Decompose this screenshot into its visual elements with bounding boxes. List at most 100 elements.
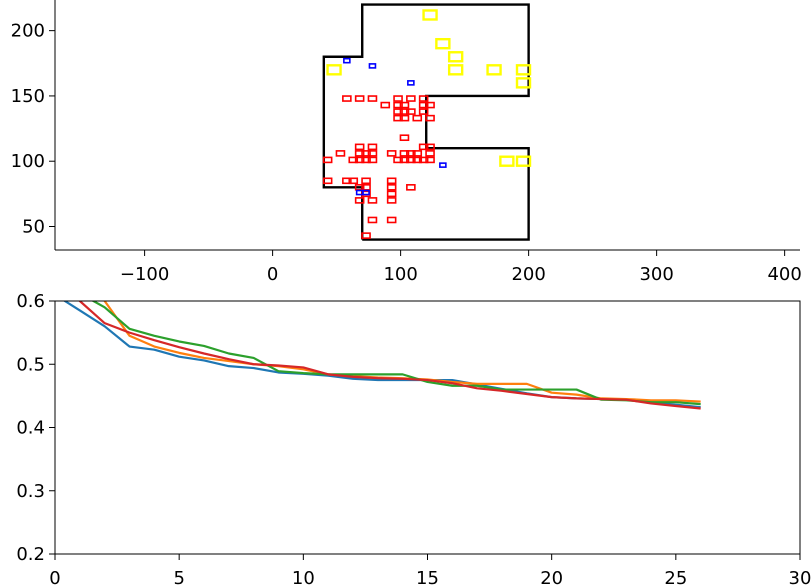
bottom-line-plot: 0 5 10 15 20 25 30 0.2 0.3 0.4 0.5 0.6	[16, 291, 811, 588]
bottom-y-tick-label: 0.5	[16, 354, 45, 375]
red-point	[393, 101, 403, 109]
series-line	[91, 301, 701, 406]
series-line	[62, 301, 701, 409]
red-point	[393, 95, 403, 102]
red-point	[386, 184, 397, 191]
blue-point	[362, 189, 370, 196]
top-x-tick-label: 100	[383, 264, 417, 285]
bottom-y-tick-label: 0.4	[16, 418, 45, 439]
yellow-point	[435, 37, 451, 50]
red-point	[322, 177, 333, 185]
red-point	[393, 114, 403, 122]
red-point	[367, 95, 378, 102]
top-x-tick-label: 200	[511, 264, 545, 285]
series-group	[62, 301, 701, 410]
bottom-y-tick-label: 0.3	[16, 481, 45, 502]
red-point	[406, 156, 416, 164]
top-y-tick-label: 50	[22, 216, 45, 237]
bottom-x-tick-label: 0	[49, 568, 60, 588]
bottom-x-tick-label: 5	[173, 568, 184, 588]
red-point	[418, 95, 429, 102]
red-point	[425, 114, 435, 122]
bottom-x-tick-label: 25	[664, 568, 687, 588]
series-line	[77, 301, 701, 410]
top-y-tick-label: 200	[11, 21, 45, 42]
top-scatter-plot: −100 0 100 200 300 400 50 100 150 200	[11, 0, 802, 285]
red-point	[406, 150, 416, 157]
yellow-point	[515, 155, 532, 167]
red-point	[386, 150, 397, 157]
red-point	[418, 101, 429, 109]
red-point	[406, 108, 416, 115]
red-point	[335, 150, 346, 157]
top-y-tick-label: 150	[11, 86, 45, 107]
yellow-point	[447, 64, 464, 76]
red-point	[425, 156, 435, 164]
red-point	[399, 150, 410, 157]
red-point	[399, 156, 410, 164]
red-point	[354, 150, 365, 157]
red-point	[354, 95, 365, 102]
bottom-y-tick-label: 0.6	[16, 291, 45, 312]
red-point	[322, 156, 333, 164]
yellow-point	[326, 64, 342, 76]
red-point	[342, 95, 352, 102]
red-point	[348, 156, 359, 164]
bottom-y-tick-label: 0.2	[16, 544, 45, 565]
red-point	[418, 156, 429, 164]
yellow-point	[515, 77, 532, 89]
red-point	[386, 216, 397, 224]
red-point	[425, 143, 435, 151]
red-point	[399, 134, 410, 142]
red-point	[386, 177, 397, 185]
yellow-point	[447, 51, 464, 63]
region-outline	[322, 3, 530, 241]
red-point	[361, 177, 371, 185]
red-point	[418, 143, 429, 151]
red-point	[367, 216, 378, 224]
blue-point	[439, 162, 447, 168]
red-point	[399, 114, 410, 122]
red-point	[406, 95, 416, 102]
yellow-point	[499, 155, 515, 167]
red-point	[348, 177, 359, 185]
blue-point	[407, 80, 415, 86]
red-point	[367, 143, 378, 151]
yellow-point	[422, 9, 438, 21]
red-point	[380, 101, 391, 109]
bottom-x-tick-label: 15	[416, 568, 439, 588]
red-point	[399, 108, 410, 115]
red-point	[412, 156, 423, 164]
red-point	[386, 197, 397, 204]
red-point	[361, 156, 371, 164]
red-point	[386, 190, 397, 198]
red-point	[354, 143, 365, 151]
red-point	[425, 150, 435, 157]
red-point	[406, 184, 416, 191]
red-point	[412, 114, 423, 122]
red-point	[393, 108, 403, 115]
bottom-x-tick-label: 30	[789, 568, 811, 588]
blue-point	[343, 57, 351, 64]
red-point	[418, 108, 429, 115]
red-point	[367, 150, 378, 157]
bottom-x-tick-label: 10	[292, 568, 315, 588]
red-point	[361, 232, 371, 239]
top-x-tick-label: 0	[267, 264, 278, 285]
yellow-point	[486, 64, 502, 76]
red-point	[393, 156, 403, 164]
blue-point	[368, 63, 377, 69]
red-point	[425, 101, 435, 109]
red-point	[354, 156, 365, 164]
top-x-tick-label: 300	[639, 264, 673, 285]
red-point	[367, 156, 378, 164]
red-point	[361, 150, 371, 157]
red-point	[354, 197, 365, 204]
top-x-tick-label: −100	[120, 264, 169, 285]
top-x-tick-label: 400	[767, 264, 801, 285]
red-point	[412, 150, 423, 157]
top-y-tick-label: 100	[11, 151, 45, 172]
red-point	[399, 101, 410, 109]
yellow-point	[515, 64, 532, 76]
